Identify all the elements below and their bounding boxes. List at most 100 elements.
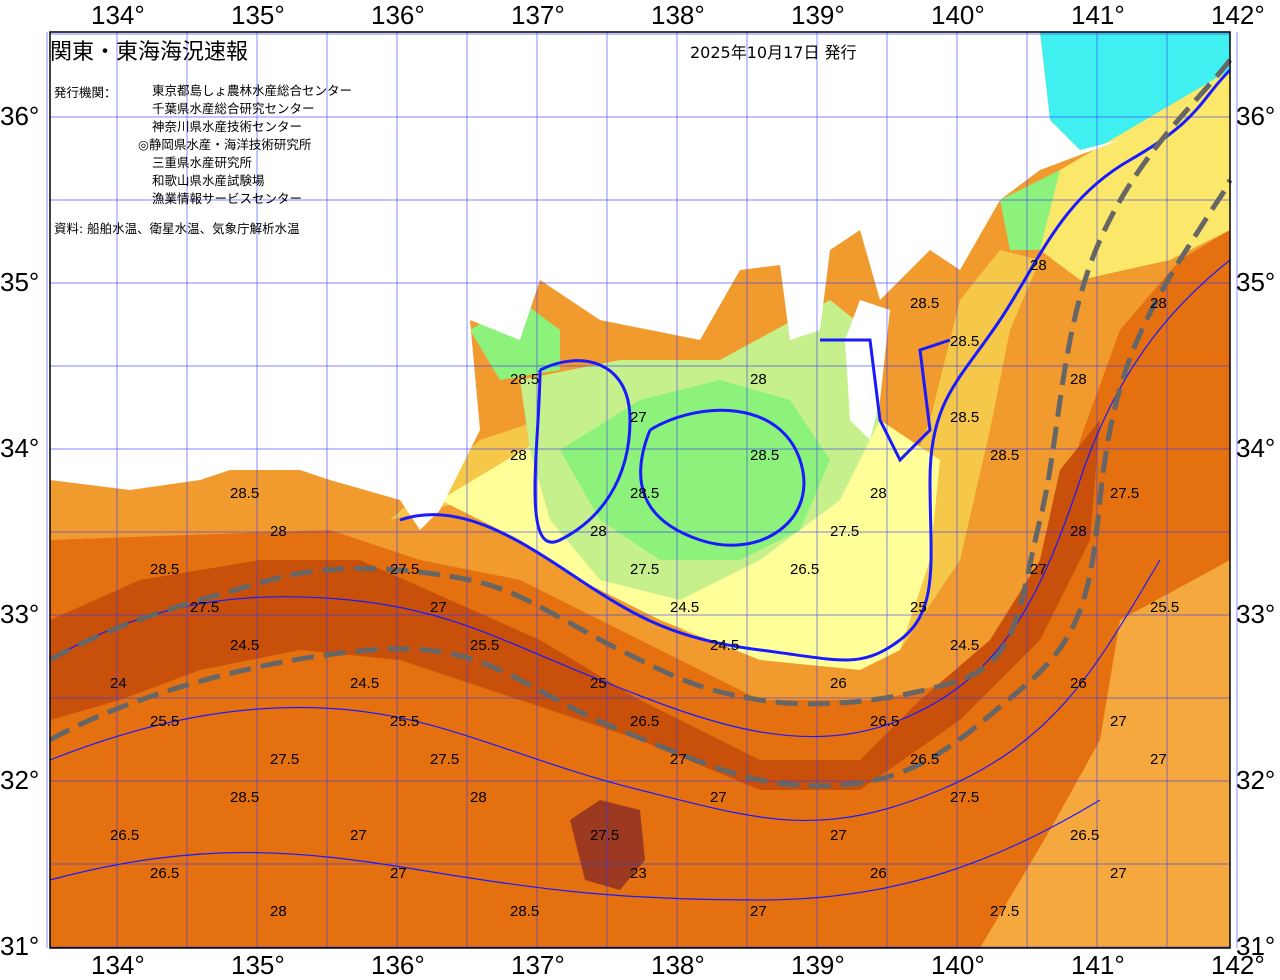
isotherm-label: 27 [1110, 865, 1127, 882]
isotherm-label: 26.5 [910, 751, 939, 768]
isotherm-label: 27.5 [190, 599, 219, 616]
isotherm-label: 24.5 [230, 637, 259, 654]
map-frame [49, 31, 1231, 949]
isotherm-label: 27.5 [430, 751, 459, 768]
isotherm-label: 28.5 [630, 485, 659, 502]
latitude-tick-label: 33° [0, 599, 40, 629]
longitude-tick-label: 135° [231, 950, 285, 980]
longitude-tick-label: 140° [931, 0, 985, 30]
agency-item: ◎静岡県水産・海洋技術研究所 [138, 137, 312, 152]
isotherm-label: 28.5 [510, 903, 539, 920]
latitude-tick-label: 34° [0, 433, 40, 463]
isotherm-label: 28 [270, 903, 287, 920]
isotherm-label: 26 [1070, 675, 1087, 692]
longitude-tick-label: 141° [1071, 950, 1125, 980]
agency-item: 三重県水産研究所 [152, 155, 253, 170]
isotherm-label: 28 [470, 789, 487, 806]
agency-item: 千葉県水産総合研究センター [152, 101, 315, 116]
isotherm-label: 25 [910, 599, 927, 616]
isotherm-label: 27 [830, 827, 847, 844]
isotherm-label: 27 [350, 827, 367, 844]
longitude-tick-label: 137° [511, 950, 565, 980]
longitude-tick-label: 142° [1211, 0, 1265, 30]
longitude-tick-label: 137° [511, 0, 565, 30]
agency-label: 発行機関： [54, 85, 117, 100]
isotherm-label: 27 [1110, 713, 1127, 730]
longitude-tick-label: 135° [231, 0, 285, 30]
isotherm-label: 24.5 [670, 599, 699, 616]
isotherm-label: 27.5 [990, 903, 1019, 920]
latitude-tick-label: 35° [1236, 267, 1276, 297]
isotherm-label: 27 [710, 789, 727, 806]
hot-core-region [50, 420, 1100, 790]
isotherm-label: 26 [870, 865, 887, 882]
isotherm-label: 28.5 [950, 409, 979, 426]
isotherm-label: 28 [750, 371, 767, 388]
agency-item: 神奈川県水産技術センター [152, 119, 303, 134]
agency-item: 和歌山県水産試験場 [152, 173, 265, 188]
latitude-tick-label: 33° [1236, 599, 1276, 629]
isotherm-label: 28.5 [990, 447, 1019, 464]
isotherm-contours [49, 259, 1231, 901]
isotherm-contours-bold [399, 68, 1232, 662]
isotherm-label: 28.5 [950, 333, 979, 350]
isotherm-label: 25 [590, 675, 607, 692]
longitude-tick-label: 136° [371, 950, 425, 980]
isotherm-label: 27 [750, 903, 767, 920]
isotherm-label: 27.5 [830, 523, 859, 540]
longitude-tick-label: 142° [1211, 950, 1265, 980]
isotherm-label: 28 [1030, 257, 1047, 274]
longitude-tick-label: 134° [91, 950, 145, 980]
isotherm-label: 26.5 [870, 713, 899, 730]
longitude-tick-label: 138° [651, 950, 705, 980]
graticule [46, 32, 1238, 948]
longitude-tick-label: 140° [931, 950, 985, 980]
agency-list: 東京都島しょ農林水産総合センター 千葉県水産総合研究センター 神奈川県水産技術セ… [138, 82, 353, 208]
isotherm-label: 28.5 [510, 371, 539, 388]
hottest-region [570, 800, 645, 890]
latitude-tick-label: 31° [1236, 931, 1276, 961]
isotherm-label: 28 [590, 523, 607, 540]
isotherm-label: 27 [1030, 561, 1047, 578]
data-source: 資料: 船舶水温、衛星水温、気象庁解析水温 [54, 221, 300, 236]
contour-label-layer: 28 28.5 28 28.5 28.5 28 28 27 28.5 28 28.5 28.5 28.5… [110, 257, 1179, 920]
isotherm-label: 27 [630, 409, 647, 426]
latitude-tick-label: 36° [0, 101, 40, 131]
longitude-tick-label: 139° [791, 950, 845, 980]
isotherm-label: 25.5 [390, 713, 419, 730]
latitude-tick-label: 31° [0, 931, 40, 961]
isotherm-label: 28 [1070, 523, 1087, 540]
isotherm-label: 24.5 [950, 637, 979, 654]
latitude-tick-label: 34° [1236, 433, 1276, 463]
latitude-tick-label: 32° [0, 765, 40, 795]
cooler-east-region [980, 560, 1230, 948]
latitude-tick-label: 36° [1236, 101, 1276, 131]
isotherm-label: 25.5 [150, 713, 179, 730]
isotherm-label: 26.5 [150, 865, 179, 882]
isotherm-label: 26 [830, 675, 847, 692]
longitude-tick-label: 136° [371, 0, 425, 30]
isotherm-label: 24.5 [710, 637, 739, 654]
isotherm-label: 23 [630, 865, 647, 882]
map-title: 関東・東海海況速報 [50, 40, 249, 65]
isotherm-label: 28.5 [910, 295, 939, 312]
isotherm-label: 26.5 [630, 713, 659, 730]
isotherm-label: 27.5 [390, 561, 419, 578]
longitude-tick-label: 134° [91, 0, 145, 30]
isotherm-label: 27.5 [630, 561, 659, 578]
isotherm-label: 27 [390, 865, 407, 882]
isotherm-label: 28.5 [750, 447, 779, 464]
isotherm-label: 25.5 [1150, 599, 1179, 616]
issue-date: 2025年10月17日 発行 [690, 43, 857, 62]
isotherm-label: 25.5 [470, 637, 499, 654]
agency-item: 東京都島しょ農林水産総合センター [152, 83, 353, 98]
agency-item: 漁業情報サービスセンター [152, 191, 303, 206]
isotherm-label: 28.5 [150, 561, 179, 578]
latitude-tick-label: 35° [0, 267, 40, 297]
isotherm-label: 27 [670, 751, 687, 768]
isotherm-label: 27.5 [270, 751, 299, 768]
isotherm-label: 28 [870, 485, 887, 502]
isotherm-label: 28 [1150, 295, 1167, 312]
longitude-tick-label: 138° [651, 0, 705, 30]
